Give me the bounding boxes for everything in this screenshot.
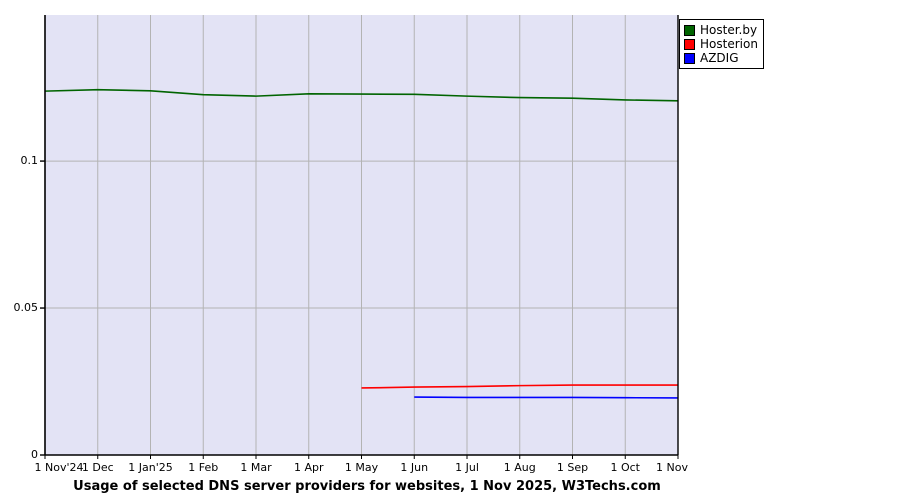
x-axis-label: 1 Aug [503, 461, 536, 474]
x-axis-label: 1 Feb [188, 461, 219, 474]
legend-item: Hosterion [684, 37, 758, 51]
chart-legend: Hoster.by Hosterion AZDIG [679, 19, 764, 69]
legend-item-label: AZDIG [700, 50, 739, 65]
legend-item-label: Hosterion [700, 36, 758, 51]
legend-swatch-icon [684, 38, 695, 50]
x-axis-label: 1 Jan'25 [128, 461, 173, 474]
x-axis-label: 1 Mar [240, 461, 272, 474]
x-axis-label: 1 Sep [556, 461, 589, 474]
series-line-azdig [414, 396, 679, 399]
series-lines [44, 88, 679, 399]
legend-item-label: Hoster.by [700, 22, 758, 37]
y-axis-label: 0 [31, 448, 38, 461]
series-line-hoster-by [44, 88, 679, 102]
legend-swatch-icon [684, 52, 695, 64]
x-axis-label: 1 Nov'24 [34, 461, 84, 474]
y-axis-label: 0.05 [13, 301, 39, 315]
series-line-hosterion [361, 384, 678, 389]
grid-lines [45, 15, 679, 455]
x-axis-label: 1 May [344, 461, 379, 474]
x-axis-label: 1 Nov [656, 461, 688, 474]
x-axis-label: 1 Jun [400, 461, 429, 474]
x-axis-label: 1 Dec [81, 461, 114, 474]
tick-marks [40, 160, 679, 459]
x-axis-label: 1 Oct [610, 461, 640, 474]
legend-swatch-icon [684, 24, 695, 36]
y-axis-label: 0.1 [20, 154, 39, 168]
chart-caption: Usage of selected DNS server providers f… [73, 479, 661, 494]
x-axis-label: 1 Jul [455, 461, 479, 474]
legend-item: AZDIG [684, 51, 758, 65]
legend-item: Hoster.by [684, 23, 758, 37]
x-axis-label: 1 Apr [293, 461, 324, 474]
